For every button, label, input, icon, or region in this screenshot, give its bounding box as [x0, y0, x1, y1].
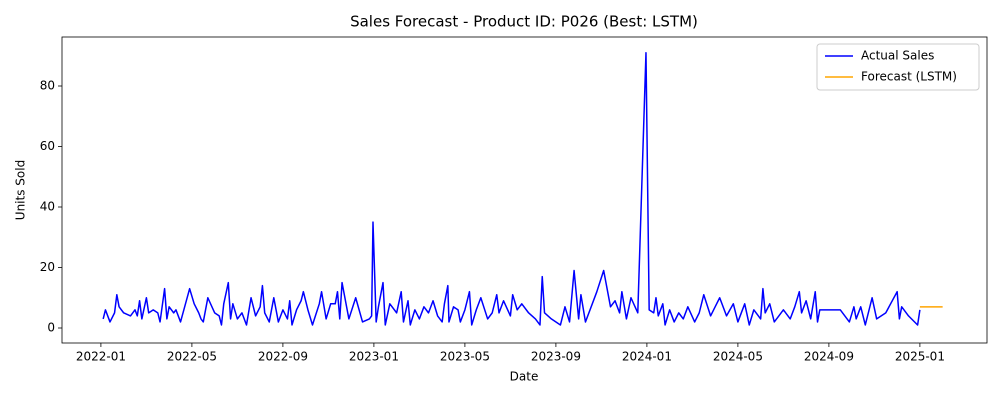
- x-tick-label: 2022-05: [167, 350, 217, 364]
- x-tick-label: 2025-01: [895, 350, 945, 364]
- y-axis-label: Units Sold: [14, 160, 28, 220]
- x-tick-label: 2024-05: [713, 350, 763, 364]
- plot-area: [102, 51, 943, 326]
- x-tick-label: 2023-01: [349, 350, 399, 364]
- y-tick-label: 80: [40, 79, 55, 93]
- x-tick-label: 2023-05: [440, 350, 490, 364]
- legend-label: Actual Sales: [861, 49, 934, 63]
- line-series: [102, 51, 921, 326]
- legend: Actual Sales Forecast (LSTM): [816, 43, 980, 91]
- y-tick-label: 0: [47, 320, 55, 334]
- y-tick-label: 60: [40, 139, 55, 153]
- x-tick-label: 2022-01: [76, 350, 126, 364]
- legend-label: Forecast (LSTM): [861, 70, 957, 84]
- x-axis-label: Date: [510, 370, 539, 384]
- legend-box: [816, 43, 980, 91]
- x-tick-label: 2024-01: [622, 350, 672, 364]
- y-tick-label: 20: [40, 260, 55, 274]
- x-tick-label: 2022-09: [258, 350, 308, 364]
- x-tick-label: 2023-09: [531, 350, 581, 364]
- y-tick-label: 40: [40, 200, 55, 214]
- x-tick-label: 2024-09: [804, 350, 854, 364]
- chart-title: Sales Forecast - Product ID: P026 (Best:…: [350, 13, 698, 31]
- axes-frame: [61, 36, 988, 344]
